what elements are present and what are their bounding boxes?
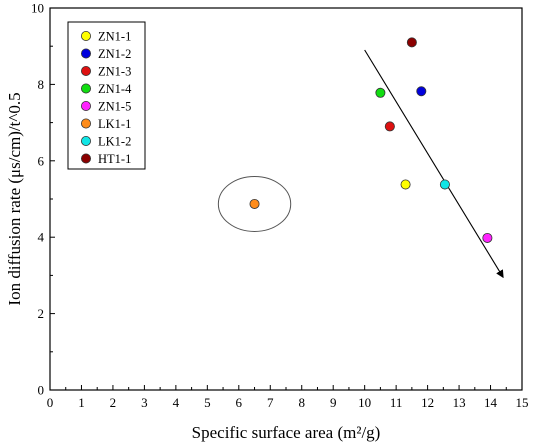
highlight-ellipse xyxy=(217,175,292,232)
data-point-ht1-1 xyxy=(406,37,417,48)
x-tick-label: 9 xyxy=(330,395,337,410)
legend-marker xyxy=(81,153,92,164)
legend-label: HT1-1 xyxy=(98,152,131,166)
y-tick-label: 4 xyxy=(38,230,45,245)
y-tick-label: 2 xyxy=(38,306,45,321)
data-point-lk1-1 xyxy=(249,198,260,209)
y-tick-label: 0 xyxy=(38,383,45,398)
legend-label: ZN1-4 xyxy=(98,82,132,96)
y-axis-title: Ion diffusion rate (μs/cm)/t^0.5 xyxy=(5,92,24,305)
legend-label: ZN1-1 xyxy=(98,29,131,43)
legend-label: LK1-1 xyxy=(98,117,131,131)
y-tick-label: 6 xyxy=(38,153,45,168)
x-tick-label: 8 xyxy=(298,395,305,410)
x-tick-label: 12 xyxy=(421,395,434,410)
x-tick-label: 15 xyxy=(516,395,529,410)
data-point-zn1-3 xyxy=(384,121,395,132)
legend-label: LK1-2 xyxy=(98,134,131,148)
data-point-zn1-5 xyxy=(482,232,493,243)
legend-marker xyxy=(81,118,92,129)
x-tick-label: 3 xyxy=(141,395,148,410)
x-tick-label: 14 xyxy=(484,395,498,410)
x-tick-label: 11 xyxy=(390,395,403,410)
x-axis-title: Specific surface area (m²/g) xyxy=(192,423,381,442)
legend-marker xyxy=(81,101,92,112)
data-points xyxy=(249,37,493,243)
legend-marker xyxy=(81,83,92,94)
x-tick-label: 0 xyxy=(47,395,54,410)
x-tick-label: 2 xyxy=(110,395,117,410)
x-tick-label: 13 xyxy=(453,395,466,410)
x-tick-label: 5 xyxy=(204,395,211,410)
legend-label: ZN1-2 xyxy=(98,47,131,61)
data-point-zn1-1 xyxy=(400,179,411,190)
annotations-layer xyxy=(217,49,504,279)
y-tick-label: 8 xyxy=(38,77,45,92)
legend-marker xyxy=(81,48,92,59)
x-tick-label: 4 xyxy=(173,395,180,410)
legend-label: ZN1-3 xyxy=(98,64,131,78)
legend-label: ZN1-5 xyxy=(98,99,131,113)
data-point-lk1-2 xyxy=(439,179,450,190)
legend-box xyxy=(67,21,146,170)
x-tick-label: 1 xyxy=(78,395,85,410)
data-point-zn1-2 xyxy=(416,86,427,97)
legend-marker xyxy=(81,135,92,146)
y-tick-label: 10 xyxy=(31,1,44,16)
x-tick-label: 10 xyxy=(358,395,371,410)
legend-marker xyxy=(81,66,92,77)
legend: ZN1-1 ZN1-2 ZN1-3 ZN1-4 ZN1-5 LK1-1 LK1-2 HT1-1 xyxy=(67,21,146,170)
data-point-zn1-4 xyxy=(375,87,386,98)
legend-marker xyxy=(81,30,92,41)
x-tick-label: 7 xyxy=(267,395,274,410)
trend-arrow xyxy=(364,49,504,279)
x-tick-label: 6 xyxy=(236,395,243,410)
